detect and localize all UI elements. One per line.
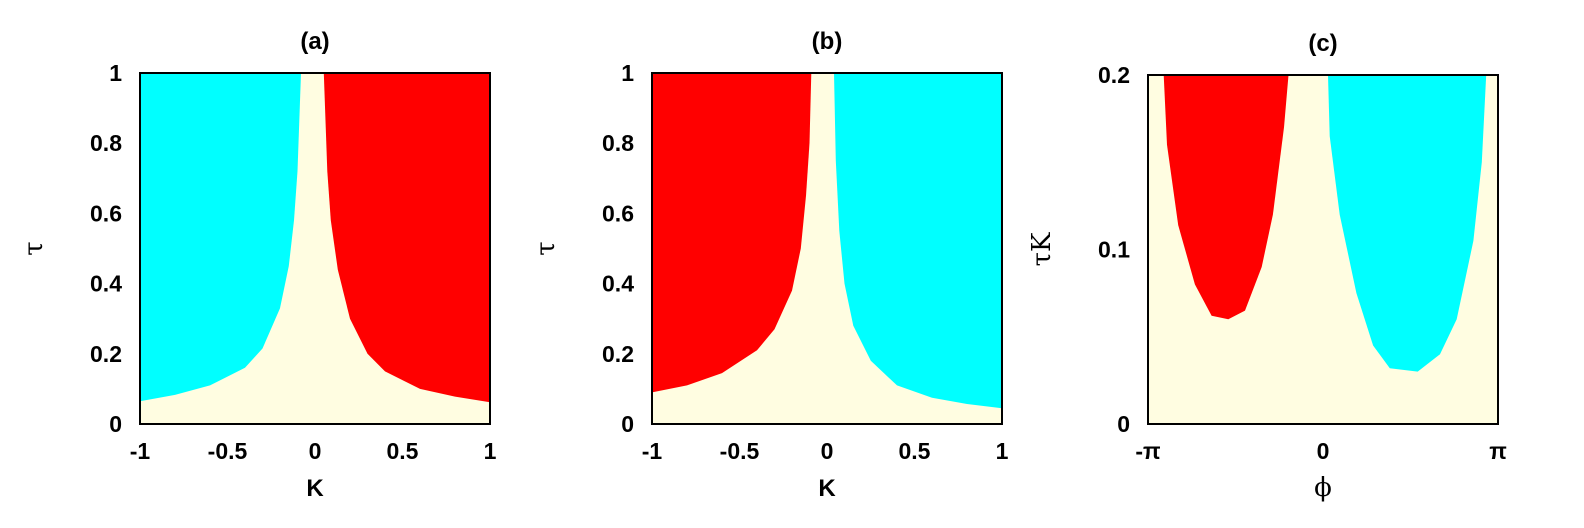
- panel-b-region-red: [652, 73, 812, 393]
- panel-a-x-tick-label: -0.5: [208, 438, 248, 464]
- panel-a-x-label: K: [306, 475, 324, 502]
- panel-a-regions: [140, 73, 490, 424]
- panel-a-y-label: τ: [19, 241, 49, 255]
- panel-c-y-ticks: 0 0.1 0.2: [1098, 62, 1130, 437]
- panel-b-frame: [651, 72, 1003, 425]
- panel-b-x-tick-label: 0: [821, 438, 834, 464]
- panel-b-x-label: K: [818, 475, 836, 502]
- panel-c-y-tick-label: 0.1: [1098, 237, 1130, 263]
- panel-b-y-tick-label: 0.2: [602, 341, 634, 367]
- panel-c-x-tick-label: 0: [1317, 438, 1330, 464]
- panel-a-y-tick-label: 0: [109, 411, 122, 437]
- panel-a-x-ticks: -1 -0.5 0 0.5 1: [130, 438, 497, 464]
- panel-a-y-tick-label: 1: [109, 60, 122, 86]
- panel-c-frame: [1147, 74, 1499, 425]
- panel-a-y-tick-label: 0.6: [90, 200, 122, 226]
- panel-c-region-cyan: [1328, 75, 1487, 372]
- panel-c-y-tick-label: 0: [1117, 411, 1130, 437]
- panel-c-x-tick-label: -π: [1135, 438, 1160, 464]
- panel-a-x-tick-label: 0.5: [387, 438, 419, 464]
- panel-c: (c) -π 0 π 00.10.2 ϕ τK: [1027, 30, 1507, 503]
- panel-a-x-tick-label: 1: [484, 438, 497, 464]
- panel-b-y-label: τ: [531, 241, 561, 255]
- panel-a-frame: [139, 72, 491, 425]
- panel-b-y-tick-label: 1: [621, 60, 634, 86]
- panel-a-title: (a): [300, 28, 329, 55]
- panel-b-x-ticks: -1 -0.5 0 0.5 1: [642, 438, 1009, 464]
- panel-c-x-ticks: -π 0 π: [1135, 438, 1506, 464]
- panel-b-y-ticks: 0 0.2 0.4 0.6 0.8 1: [602, 60, 634, 437]
- panel-b-title: (b): [812, 28, 843, 55]
- panel-b-regions: [652, 73, 1002, 424]
- panel-c-y-label: τK: [1027, 232, 1057, 266]
- panel-b-x-tick-label: 0.5: [899, 438, 931, 464]
- panel-b-x-tick-label: -0.5: [720, 438, 760, 464]
- panel-a-region-cyan: [140, 73, 301, 402]
- panel-b: (b) -1 -0.5 0 0.5 1 0 0.2 0.4 0.6 0.8 1 K τ: [531, 28, 1009, 502]
- panel-b-y-tick-label: 0.8: [602, 130, 634, 156]
- panel-a-y-tick-label: 0.8: [90, 130, 122, 156]
- panel-b-y-tick-label: 0.4: [602, 271, 634, 297]
- panel-a: (a) -1 -0.5 0 0.5 1 0 0.2 0.4 0.6 0.8 1 K τ: [19, 28, 497, 502]
- panel-a-y-tick-label: 0.2: [90, 341, 122, 367]
- panel-b-x-tick-label: -1: [642, 438, 663, 464]
- panel-a-region-red: [323, 73, 490, 403]
- panel-c-regions: [1148, 75, 1498, 424]
- panel-c-y-tick-label: 0.2: [1098, 62, 1130, 88]
- panel-c-x-tick-label: π: [1489, 438, 1507, 464]
- panel-c-region-red: [1163, 75, 1289, 320]
- panel-c-title: (c): [1308, 30, 1337, 57]
- panel-b-x-tick-label: 1: [996, 438, 1009, 464]
- panel-b-region-cyan: [834, 73, 1002, 409]
- panel-a-y-ticks: 0 0.2 0.4 0.6 0.8 1: [90, 60, 122, 437]
- panel-b-y-tick-label: 0: [621, 411, 634, 437]
- panel-b-y-tick-label: 0.6: [602, 200, 634, 226]
- panel-a-x-tick-label: 0: [309, 438, 322, 464]
- panel-a-y-tick-label: 0.4: [90, 271, 122, 297]
- panel-c-x-label: ϕ: [1314, 473, 1332, 503]
- panel-a-x-tick-label: -1: [130, 438, 151, 464]
